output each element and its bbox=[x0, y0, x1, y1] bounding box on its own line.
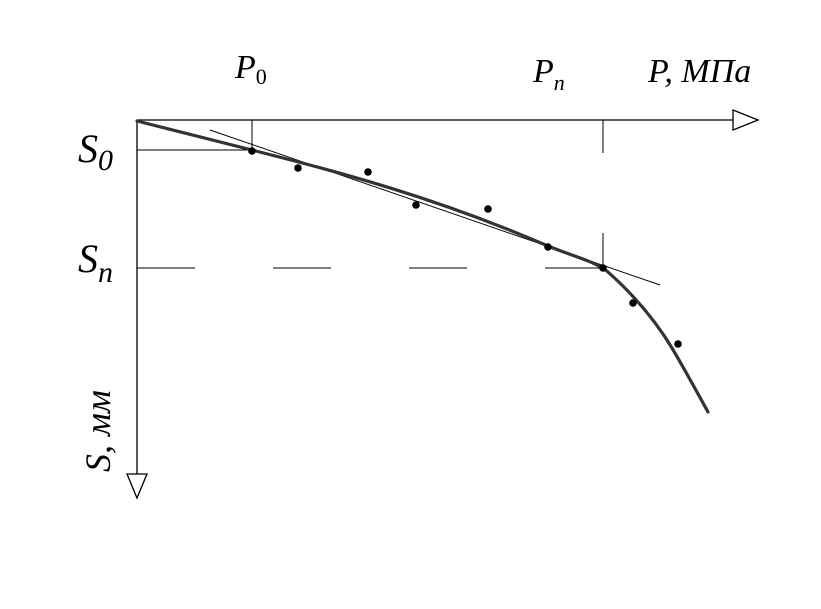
label-x-axis: P, МПа bbox=[647, 53, 751, 90]
data-point bbox=[412, 201, 420, 209]
label-y-axis: S, мм bbox=[78, 390, 118, 472]
data-point bbox=[599, 264, 607, 272]
y-axis-arrow bbox=[126, 473, 148, 500]
label-pn: Pn bbox=[532, 53, 565, 95]
data-point bbox=[294, 164, 302, 172]
data-point bbox=[484, 205, 492, 213]
data-point bbox=[544, 243, 552, 251]
data-point bbox=[364, 168, 372, 176]
data-points bbox=[248, 147, 682, 348]
data-point bbox=[248, 147, 256, 155]
fitted-curve bbox=[135, 119, 710, 414]
label-p0: P0 bbox=[234, 49, 267, 89]
data-point bbox=[629, 299, 637, 307]
label-sn: Sn bbox=[78, 236, 113, 289]
x-axis-arrow bbox=[732, 109, 760, 131]
data-point bbox=[674, 340, 682, 348]
label-s0: S0 bbox=[78, 126, 113, 177]
